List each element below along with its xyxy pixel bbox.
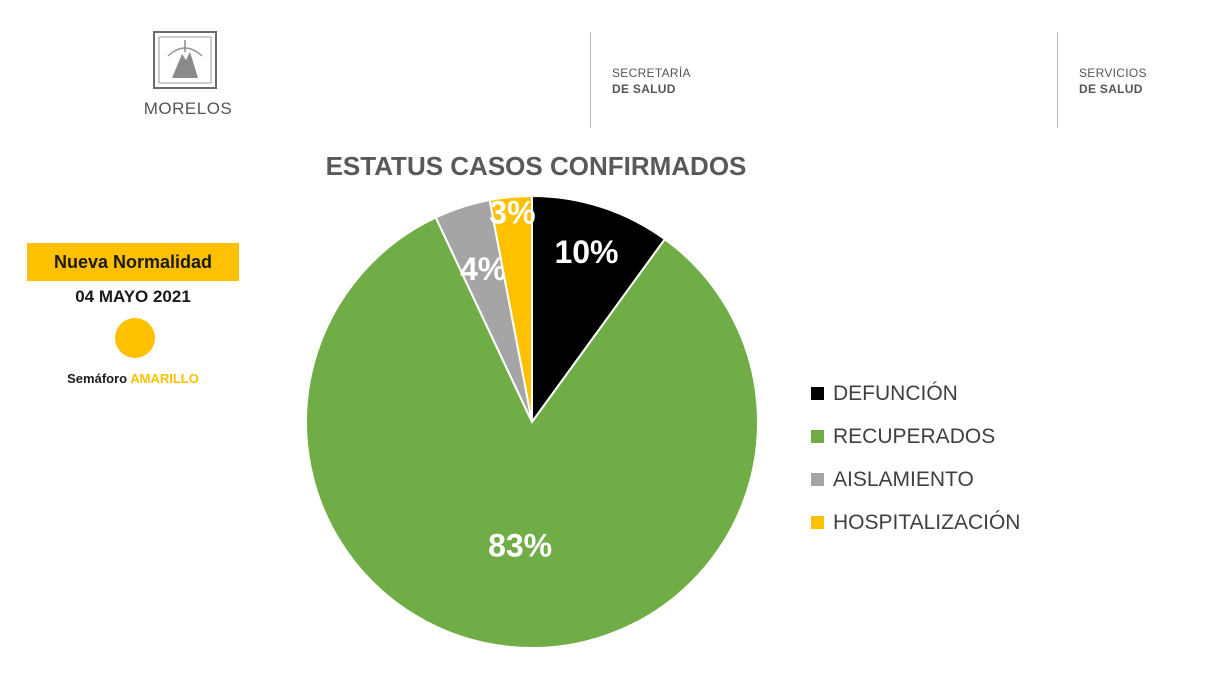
legend-swatch [811, 387, 824, 400]
pie-data-label: 4% [460, 251, 506, 287]
legend-label: RECUPERADOS [833, 424, 996, 448]
chart-legend: DEFUNCIÓN RECUPERADOS AISLAMIENTO HOSPITALI… [811, 372, 1020, 544]
semaforo-status: Semáforo AMARILLO [27, 371, 239, 386]
pie-slice-recuperados [305, 216, 759, 649]
secretaria-de-salud-label: SECRETARÍA DE SALUD [612, 65, 691, 97]
legend-swatch [811, 430, 824, 443]
legend-swatch [811, 516, 824, 529]
pie-data-label: 3% [489, 196, 535, 230]
org2-line2: DE SALUD [1079, 82, 1143, 96]
org2-line1: SERVICIOS [1079, 66, 1147, 80]
nueva-normalidad-badge: Nueva Normalidad [27, 243, 239, 281]
org1-line1: SECRETARÍA [612, 66, 691, 80]
legend-swatch [811, 473, 824, 486]
chart-title: ESTATUS CASOS CONFIRMADOS [325, 151, 747, 181]
legend-item: RECUPERADOS [811, 415, 1020, 458]
legend-item: AISLAMIENTO [811, 458, 1020, 501]
legend-item: HOSPITALIZACIÓN [811, 501, 1020, 544]
pie-data-label: 83% [488, 527, 552, 563]
legend-label: DEFUNCIÓN [833, 381, 958, 405]
legend-label: AISLAMIENTO [833, 467, 974, 491]
org1-line2: DE SALUD [612, 82, 676, 96]
pie-slice-hospitalización [488, 196, 533, 423]
state-name: MORELOS [143, 99, 233, 118]
legend-label: HOSPITALIZACIÓN [833, 510, 1021, 534]
header-divider [1057, 32, 1058, 128]
servicios-de-salud-label: SERVICIOS DE SALUD [1079, 65, 1147, 97]
traffic-light-dot [115, 318, 155, 358]
legend-item: DEFUNCIÓN [811, 372, 1020, 415]
report-date: 04 MAYO 2021 [75, 287, 191, 306]
pie-chart: 10% 83% 4% 3% [305, 196, 759, 649]
pie-data-label: 10% [554, 234, 618, 270]
header-divider [590, 32, 591, 128]
semaforo-color-name: AMARILLO [130, 371, 199, 386]
morelos-seal-logo [153, 31, 217, 89]
semaforo-prefix: Semáforo [67, 371, 131, 386]
pie-slice-defunción [531, 196, 667, 426]
